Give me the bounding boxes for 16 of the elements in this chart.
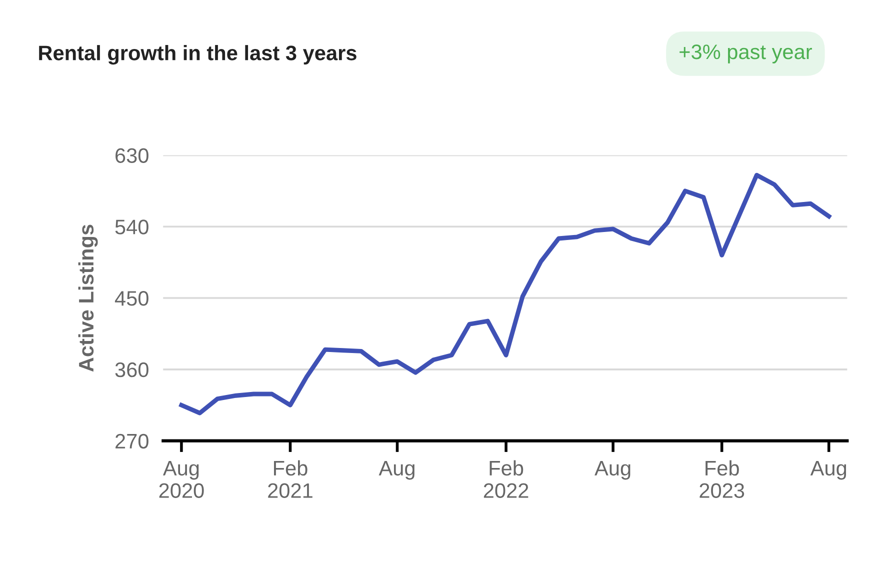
y-tick-label: 270 bbox=[116, 434, 148, 449]
x-tick-label: Aug 2020 bbox=[159, 461, 204, 498]
x-tick-label: Feb 2021 bbox=[268, 460, 312, 498]
y-axis-title: Active Listings bbox=[78, 224, 98, 372]
chart-title: Rental growth in the last 3 years bbox=[39, 45, 356, 65]
text: +3% past year bbox=[680, 44, 812, 64]
x-tick-label: Feb 2022 bbox=[484, 460, 528, 498]
y-tick-label: 540 bbox=[115, 220, 148, 234]
x-tick-label: Aug bbox=[378, 461, 414, 480]
y-tick-label: 630 bbox=[116, 148, 148, 163]
x-tick-label: Feb 2023 bbox=[700, 460, 744, 498]
x-tick-label: Aug bbox=[810, 461, 846, 480]
line-series bbox=[179, 172, 832, 416]
x-tick-label: Aug bbox=[594, 461, 630, 480]
y-tick-label: 450 bbox=[114, 291, 148, 306]
y-tick-label: 360 bbox=[115, 362, 148, 378]
